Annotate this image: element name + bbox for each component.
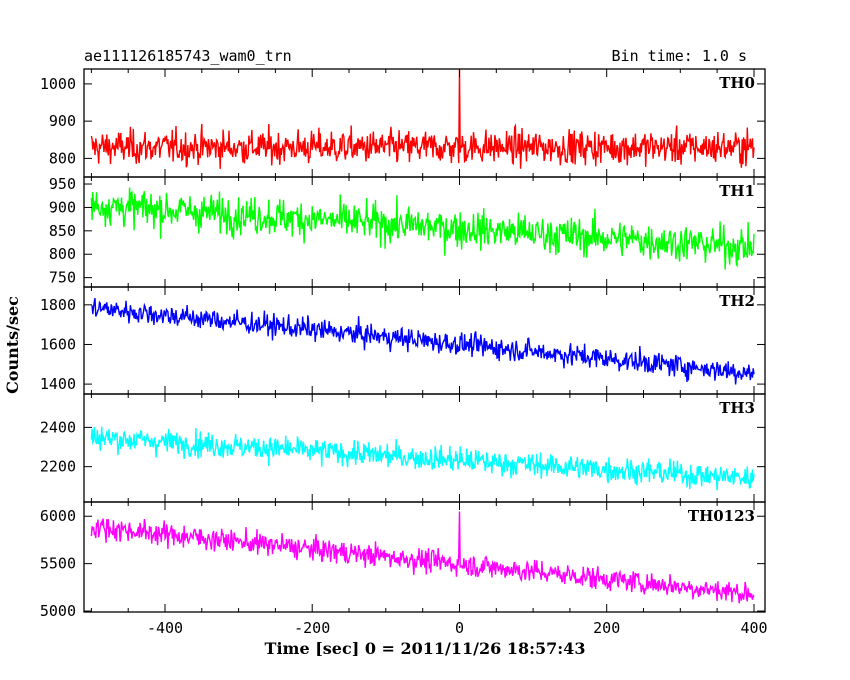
y-tick-label: 850 — [49, 222, 76, 240]
series-th3 — [90, 426, 755, 491]
bin-time-label: Bin time: 1.0 s — [612, 47, 747, 65]
x-tick-label: -200 — [294, 619, 330, 637]
y-tick-label: 1600 — [40, 335, 76, 353]
panel-label: TH2 — [719, 292, 755, 310]
y-tick-label: 1400 — [40, 375, 76, 393]
y-tick-label: 5500 — [40, 555, 76, 573]
y-tick-label: 1800 — [40, 296, 76, 314]
series-th0123 — [90, 511, 755, 604]
x-tick-label: -400 — [147, 619, 183, 637]
y-tick-label: 900 — [49, 198, 76, 216]
obs-name-title: ae111126185743_wam0_trn — [84, 47, 292, 65]
y-tick-label: 2400 — [40, 418, 76, 436]
y-tick-label: 750 — [49, 269, 76, 287]
x-tick-label: 0 — [455, 619, 464, 637]
y-tick-label: 2200 — [40, 458, 76, 476]
x-tick-label: 400 — [740, 619, 767, 637]
panel-th3: 2200 2400 TH3 — [40, 393, 766, 503]
panel-th0123: 5000 5500 6000 TH0123 — [40, 501, 766, 620]
panel-label: TH3 — [719, 399, 755, 417]
x-tick-label: 200 — [593, 619, 620, 637]
y-tick-label: 900 — [49, 112, 76, 130]
y-axis-label: Counts/sec — [3, 296, 22, 394]
x-axis: -400 -200 0 200 400 — [147, 619, 768, 637]
panel-frame — [83, 393, 766, 503]
panel-th0: 800 900 1000 TH0 — [40, 68, 766, 178]
panel-label: TH0 — [719, 74, 755, 92]
y-tick-label: 800 — [49, 149, 76, 167]
y-tick-label: 950 — [49, 175, 76, 193]
series-th1 — [90, 187, 755, 270]
panel-label: TH0123 — [688, 507, 755, 525]
y-tick-label: 5000 — [40, 602, 76, 620]
series-th2 — [91, 297, 755, 385]
y-tick-label: 1000 — [40, 75, 76, 93]
series-th0 — [90, 69, 755, 169]
panel-label: TH1 — [719, 182, 755, 200]
panel-th1: 750 800 850 900 950 TH1 — [49, 175, 766, 288]
panel-th2: 1400 1600 1800 TH2 — [40, 286, 766, 395]
panel-frame — [83, 501, 766, 613]
y-tick-label: 6000 — [40, 507, 76, 525]
y-tick-label: 800 — [49, 245, 76, 263]
x-axis-label: Time [sec] 0 = 2011/11/26 18:57:43 — [265, 639, 586, 658]
